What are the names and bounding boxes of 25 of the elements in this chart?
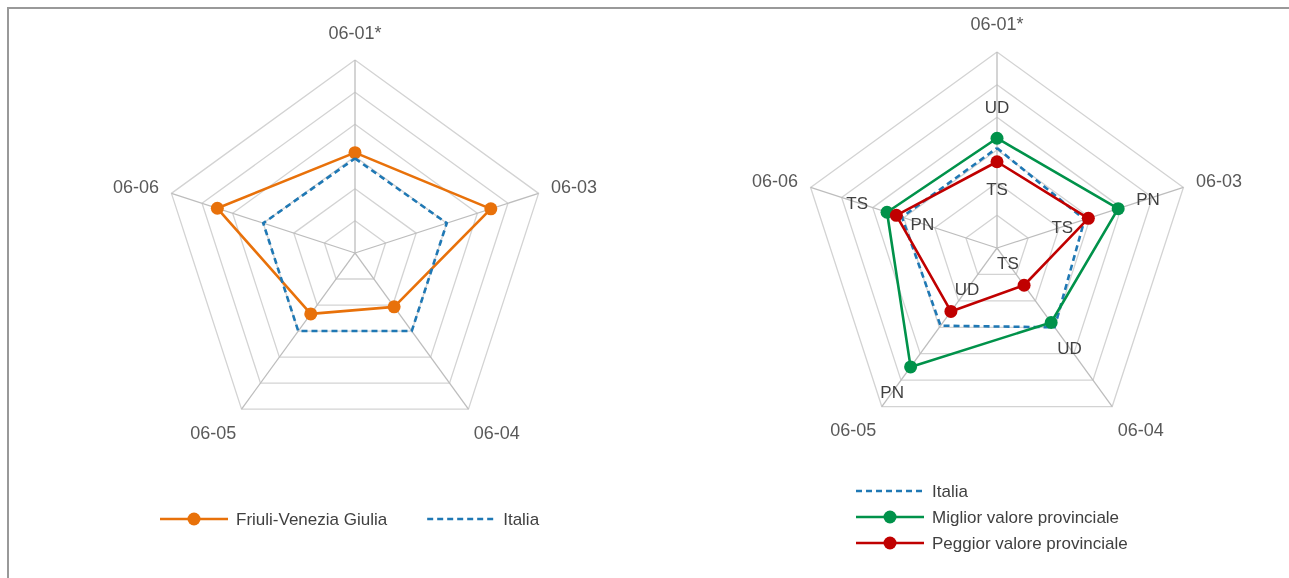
spoke-label: 06-05 [830, 420, 877, 441]
text: PN [1136, 189, 1160, 209]
spoke-label: 06-03 [550, 177, 597, 198]
spoke-label: 06-06 [751, 171, 798, 192]
text: UD [984, 97, 1010, 117]
spoke-label: 06-05 [190, 422, 237, 443]
text: TS [997, 254, 1019, 274]
text: PN [880, 383, 904, 403]
legend-label: Friuli-Venezia Giulia [236, 510, 388, 529]
spoke-label: 06-06 [113, 177, 160, 198]
text: TS [846, 193, 869, 213]
legend-label: Italia [503, 510, 540, 529]
legend-label: Miglior valore provinciale [932, 508, 1120, 527]
spoke-label: 06-04 [1117, 420, 1164, 441]
spoke-label: 06-01* [970, 14, 1024, 35]
text: UD [1057, 338, 1082, 358]
text: TS [986, 180, 1008, 200]
spoke-label: 06-01* [328, 22, 382, 43]
legend-label: Peggior valore provinciale [932, 534, 1128, 553]
spoke-label: 06-03 [1196, 171, 1243, 192]
text: TS [1051, 217, 1074, 237]
spoke-label: 06-04 [473, 422, 520, 443]
text: PN [910, 214, 935, 234]
text: UD [954, 280, 980, 300]
legend-label: Italia [932, 482, 969, 501]
